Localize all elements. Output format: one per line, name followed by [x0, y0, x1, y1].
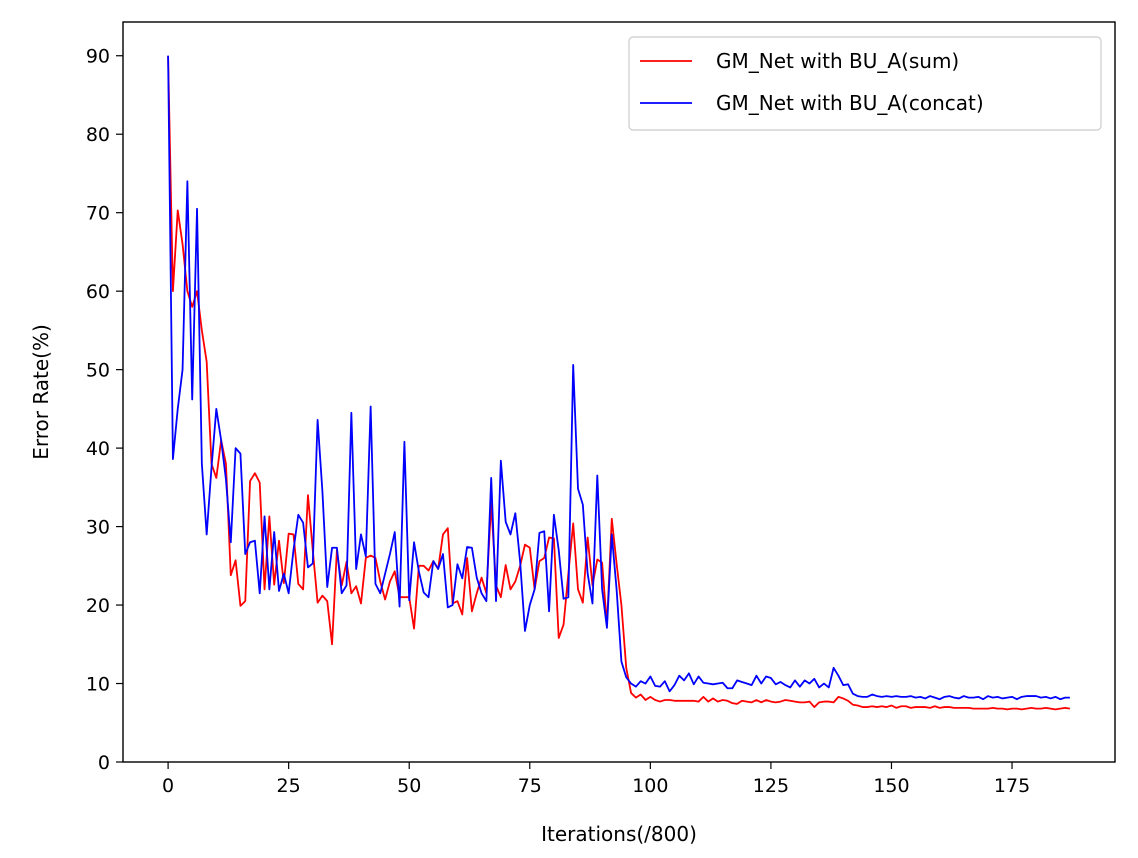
y-tick-label: 10	[86, 674, 110, 696]
x-tick-label: 50	[397, 775, 421, 797]
x-tick-label: 150	[873, 775, 909, 797]
y-tick-label: 50	[86, 360, 110, 382]
y-axis-label: Error Rate(%)	[29, 324, 53, 460]
legend-label-concat: GM_Net with BU_A(concat)	[716, 91, 984, 115]
y-tick-label: 90	[86, 46, 110, 68]
x-tick-label: 0	[162, 775, 174, 797]
x-tick-label: 100	[632, 775, 668, 797]
y-tick-label: 20	[86, 595, 110, 617]
y-tick-label: 40	[86, 438, 110, 460]
y-tick-label: 60	[86, 281, 110, 303]
series-line-sum	[167, 55, 1071, 711]
x-axis: 0 25 50 75 100 125 150 175	[162, 762, 1030, 797]
legend-box	[628, 36, 1102, 131]
y-tick-label: 80	[86, 124, 110, 146]
x-tick-label: 75	[518, 775, 542, 797]
series-line-concat	[167, 55, 1070, 701]
x-tick-label: 125	[753, 775, 789, 797]
y-axis: 0 10 20 30 40 50 60 70 80 90	[86, 46, 123, 774]
legend-label-sum: GM_Net with BU_A(sum)	[716, 49, 959, 73]
x-tick-label: 175	[994, 775, 1030, 797]
y-tick-label: 70	[86, 203, 110, 225]
plot-frame	[122, 21, 1116, 763]
y-tick-label: 30	[86, 517, 110, 539]
x-tick-label: 25	[277, 775, 301, 797]
x-axis-label: Iterations(/800)	[541, 822, 697, 846]
series-layer	[167, 55, 1071, 711]
legend: GM_Net with BU_A(sum) GM_Net with BU_A(c…	[628, 36, 1102, 131]
y-tick-label: 0	[98, 752, 110, 774]
